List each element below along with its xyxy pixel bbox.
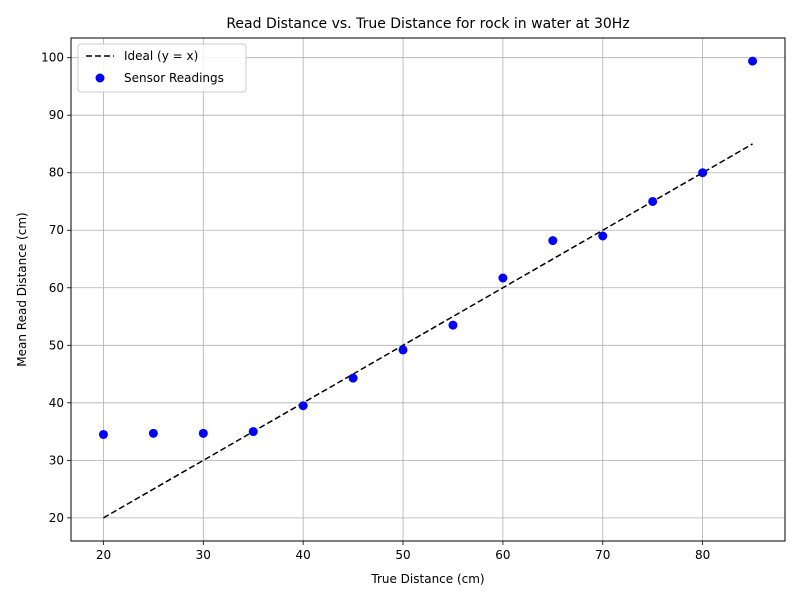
grid (71, 38, 785, 541)
y-tick-label: 80 (49, 166, 64, 180)
y-tick-label: 30 (49, 453, 64, 467)
x-tick-label: 50 (395, 548, 410, 562)
y-axis-label: Mean Read Distance (cm) (15, 212, 29, 366)
y-tick-label: 50 (49, 338, 64, 352)
data-point (598, 231, 608, 241)
y-tick-label: 60 (49, 281, 64, 295)
x-tick-label: 60 (495, 548, 510, 562)
data-point (348, 373, 358, 383)
x-tick-label: 80 (695, 548, 710, 562)
data-point (248, 427, 258, 437)
data-point (148, 428, 158, 438)
data-point (298, 401, 308, 411)
y-tick-label: 90 (49, 108, 64, 122)
legend-entry-label: Ideal (y = x) (124, 49, 198, 63)
chart-title: Read Distance vs. True Distance for rock… (226, 16, 629, 32)
data-point (448, 320, 458, 330)
data-point (648, 196, 658, 206)
legend-marker-swatch (95, 73, 105, 83)
x-tick-label: 70 (595, 548, 610, 562)
ideal-line (103, 143, 753, 519)
y-tick-label: 20 (49, 511, 64, 525)
x-axis-label: True Distance (cm) (370, 572, 484, 586)
data-point (698, 168, 708, 178)
axis-ticks: 20 30 40 50 60 70 80 20 30 40 50 60 70 80 90 100 (41, 51, 710, 562)
data-point (98, 429, 108, 439)
plot-series (98, 56, 758, 519)
data-point (548, 236, 558, 246)
x-tick-label: 20 (96, 548, 111, 562)
legend-entry-label: Sensor Readings (124, 71, 224, 85)
data-point (198, 428, 208, 438)
x-tick-label: 40 (296, 548, 311, 562)
data-point (748, 56, 758, 66)
x-tick-label: 30 (196, 548, 211, 562)
y-tick-label: 100 (41, 51, 64, 65)
legend: Ideal (y = x) Sensor Readings (77, 43, 247, 93)
plot-frame (70, 37, 786, 542)
data-point (398, 345, 408, 355)
data-point (498, 273, 508, 283)
y-tick-label: 70 (49, 223, 64, 237)
legend-box (77, 43, 247, 93)
y-tick-label: 40 (49, 396, 64, 410)
